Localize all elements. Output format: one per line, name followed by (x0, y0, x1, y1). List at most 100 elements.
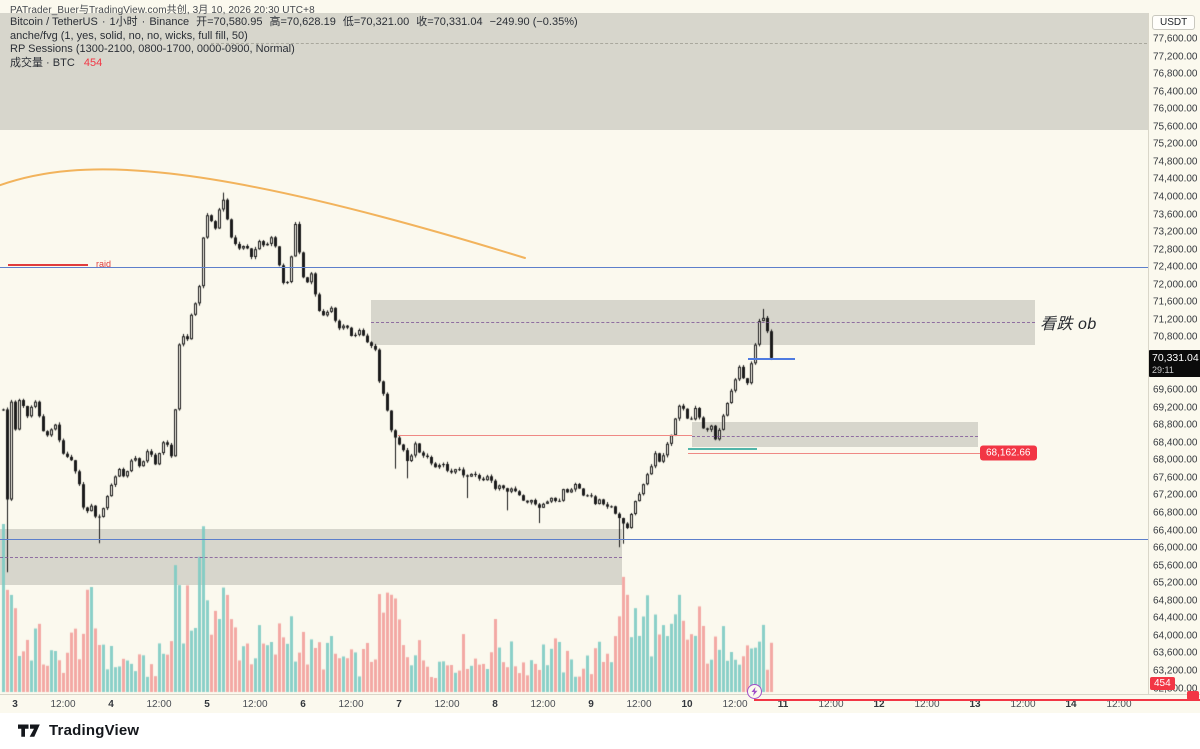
time-tick-hour: 12:00 (434, 699, 460, 710)
price-tick-label: 64,000.00 (1153, 630, 1198, 642)
time-tick-hour: 12:00 (530, 699, 556, 710)
mid-order-block-dashed-midline[interactable] (692, 436, 978, 438)
tradingview-logo[interactable]: TradingView (18, 722, 139, 739)
price-tick-label: 69,200.00 (1153, 402, 1198, 414)
blue-upper-level[interactable] (0, 267, 1148, 269)
legend-volume-row[interactable]: 成交量 · BTC 454 (10, 57, 578, 71)
price-tick-label: 72,400.00 (1153, 261, 1198, 273)
currency-chip: USDT (1152, 15, 1196, 30)
tradingview-logo-icon (18, 724, 40, 737)
time-tick-day: 13 (969, 699, 981, 710)
tradingview-logo-text: TradingView (49, 722, 140, 739)
time-tick-day: 14 (1065, 699, 1077, 710)
high-value: 高=70,628.19 (269, 16, 336, 28)
time-tick-day: 7 (396, 699, 402, 710)
bearish-ob-annotation[interactable]: 看跌 ob (1040, 316, 1097, 334)
price-tick-label: 67,200.00 (1153, 489, 1198, 501)
time-tick-hour: 12:00 (146, 699, 172, 710)
time-axis[interactable]: 3 12:00 4 12:00 5 12:00 6 12:00 7 12:00 8 12:00 9 12:… (0, 684, 1200, 714)
price-tick-label: 77,600.00 (1153, 33, 1198, 45)
time-tick-day: 10 (681, 699, 693, 710)
price-tick-label: 73,600.00 (1153, 209, 1198, 221)
time-tick-day: 5 (204, 699, 210, 710)
red-entry-level[interactable] (688, 453, 980, 455)
open-value: 开=70,580.95 (196, 16, 263, 28)
candlestick-canvas[interactable] (0, 13, 1148, 694)
volume-value: 454 (83, 56, 103, 69)
time-tick-hour: 12:00 (1106, 699, 1132, 710)
lightning-marker-icon[interactable] (747, 684, 762, 699)
legend-indicator-rp-sessions[interactable]: RP Sessions (1300-2100, 0800-1700, 0000-… (10, 43, 295, 55)
teal-level[interactable] (688, 448, 757, 451)
legend-symbol-row[interactable]: Bitcoin / TetherUS · 1小时 · Binance 开=70,580.9… (10, 16, 578, 28)
time-tick-hour: 12:00 (914, 699, 940, 710)
demand-zone-bottom-dashed-midline[interactable] (0, 556, 622, 558)
price-tick-label: 76,000.00 (1153, 103, 1198, 115)
low-value: 低=70,321.00 (342, 16, 410, 28)
ohlc-values: 开=70,580.95 高=70,628.19 低=70,321.00 收=70,33… (189, 16, 578, 28)
price-tick-label: 66,000.00 (1153, 542, 1198, 554)
price-tick-label: 76,800.00 (1153, 68, 1198, 80)
time-tick-day: 4 (108, 699, 114, 710)
time-tick-hour: 12:00 (818, 699, 844, 710)
price-tick-label: 72,000.00 (1153, 279, 1198, 291)
price-tick-label: 68,000.00 (1153, 454, 1198, 466)
current-price-line[interactable] (748, 358, 795, 361)
price-tick-label: 76,400.00 (1153, 86, 1198, 98)
lightning-bolt-icon (751, 687, 758, 696)
footer-bar: TradingView (0, 713, 1200, 749)
interval-label: 1小时 (109, 16, 138, 28)
bearish-order-block-dashed-midline[interactable] (371, 322, 1035, 324)
price-tick-label: 63,200.00 (1153, 665, 1198, 677)
blue-lower-level[interactable] (0, 538, 1148, 540)
symbol-name: Bitcoin / TetherUS (10, 16, 98, 28)
price-tick-label: 74,800.00 (1153, 156, 1198, 168)
price-level-chip[interactable]: 68,162.66 (980, 445, 1037, 461)
time-tick-day: 3 (12, 699, 18, 710)
time-tick-hour: 12:00 (242, 699, 268, 710)
session-red-marker (1187, 691, 1199, 700)
bar-countdown: 29:11 (1152, 365, 1174, 375)
price-tick-label: 66,400.00 (1153, 525, 1198, 537)
price-tick-label: 72,800.00 (1153, 244, 1198, 256)
price-tick-label: 75,600.00 (1153, 121, 1198, 133)
price-tick-label: 64,400.00 (1153, 612, 1198, 624)
time-tick-hour: 12:00 (50, 699, 76, 710)
price-tick-label: 65,200.00 (1153, 577, 1198, 589)
legend-indicator-fvg[interactable]: anche/fvg (1, yes, solid, no, no, wicks,… (10, 29, 248, 42)
price-tick-label: 64,800.00 (1153, 595, 1198, 607)
chart-legend[interactable]: Bitcoin / TetherUS · 1小时 · Binance 开=70,580.9… (10, 16, 578, 70)
time-tick-day: 9 (588, 699, 594, 710)
price-tick-label: 70,800.00 (1153, 331, 1198, 343)
time-tick-day: 11 (777, 699, 789, 710)
price-tick-label: 63,600.00 (1153, 647, 1198, 659)
time-tick-day: 12 (873, 699, 885, 710)
price-tick-label: 71,200.00 (1153, 314, 1198, 326)
price-tick-label: 74,400.00 (1153, 173, 1198, 185)
price-tick-label: 68,400.00 (1153, 437, 1198, 449)
price-tick-label: 62,800.00 (1153, 683, 1198, 695)
time-tick-hour: 12:00 (338, 699, 364, 710)
last-price-value: 70,331.04 (1152, 352, 1199, 364)
chart-pane[interactable]: Bitcoin / TetherUS · 1小时 · Binance 开=70,580.9… (0, 13, 1148, 694)
session-red-line (754, 699, 1200, 701)
dashed-top-level[interactable] (211, 42, 1147, 44)
volume-label: 成交量 · BTC (10, 56, 75, 69)
price-tick-label: 68,800.00 (1153, 419, 1198, 431)
volume-axis-chip: 454 (1150, 677, 1175, 690)
time-tick-day: 6 (300, 699, 306, 710)
price-tick-label: 77,200.00 (1153, 51, 1198, 63)
price-axis[interactable]: USDT 70,331.04 29:11 454 77,600.00 77,200… (1148, 13, 1200, 694)
snapshot-title: PATrader_Buer与TradingView.com共创, 3月 10, … (10, 5, 315, 16)
time-tick-hour: 12:00 (626, 699, 652, 710)
raid-annotation[interactable]: raid (96, 259, 112, 270)
exchange-label: Binance (149, 16, 190, 28)
price-tick-label: 66,800.00 (1153, 507, 1198, 519)
price-tick-label: 74,000.00 (1153, 191, 1198, 203)
time-tick-day: 8 (492, 699, 498, 710)
raid-level[interactable] (8, 264, 88, 267)
red-breakdown-level[interactable] (398, 434, 692, 436)
price-tick-label: 75,200.00 (1153, 138, 1198, 150)
time-tick-hour: 12:00 (722, 699, 748, 710)
